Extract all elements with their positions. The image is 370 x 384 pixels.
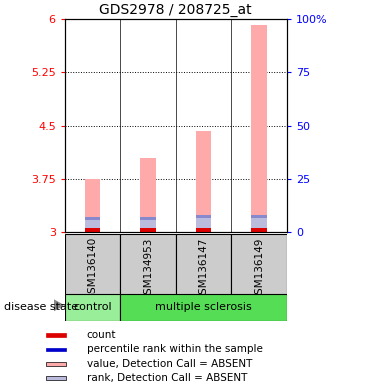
Bar (251, 25, 267, 232)
Bar (85, 179, 100, 232)
Bar (231, 234, 287, 294)
Bar (46, 362, 66, 366)
Bar (196, 217, 211, 232)
Bar (120, 234, 176, 294)
Bar (46, 333, 66, 337)
Text: GSM136149: GSM136149 (254, 237, 264, 301)
Bar (251, 215, 267, 218)
Text: count: count (87, 330, 116, 340)
Text: rank, Detection Call = ABSENT: rank, Detection Call = ABSENT (87, 373, 247, 383)
Bar (85, 217, 100, 220)
Text: GSM136140: GSM136140 (87, 237, 98, 300)
Bar (196, 215, 211, 218)
Bar (140, 217, 156, 220)
Bar (140, 158, 156, 232)
Bar (176, 234, 231, 294)
Text: control: control (73, 302, 112, 312)
Title: GDS2978 / 208725_at: GDS2978 / 208725_at (100, 3, 252, 17)
Text: value, Detection Call = ABSENT: value, Detection Call = ABSENT (87, 359, 252, 369)
Bar (196, 228, 211, 232)
Polygon shape (54, 300, 63, 311)
Text: multiple sclerosis: multiple sclerosis (155, 302, 252, 312)
Bar (251, 228, 267, 232)
Text: percentile rank within the sample: percentile rank within the sample (87, 344, 262, 354)
Text: GSM136147: GSM136147 (198, 237, 209, 301)
Bar (85, 228, 100, 232)
Bar (196, 131, 211, 232)
Bar (251, 217, 267, 232)
Bar (46, 376, 66, 380)
Bar (120, 294, 287, 321)
Bar (140, 228, 156, 232)
Bar (65, 294, 120, 321)
Text: disease state: disease state (4, 302, 78, 312)
Bar (46, 348, 66, 351)
Bar (85, 219, 100, 232)
Bar (140, 219, 156, 232)
Text: GSM134953: GSM134953 (143, 237, 153, 301)
Bar (65, 234, 120, 294)
